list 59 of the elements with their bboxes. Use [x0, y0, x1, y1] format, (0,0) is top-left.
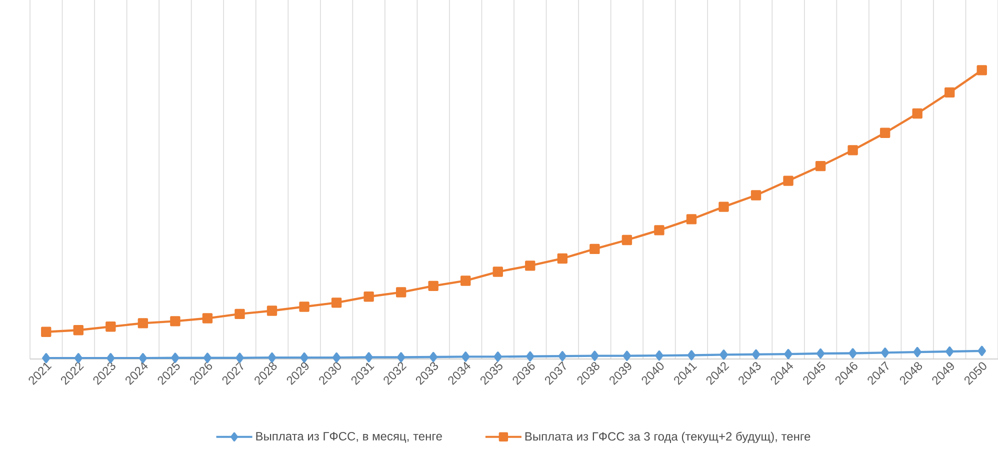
- point: [202, 313, 213, 324]
- point: [396, 287, 406, 298]
- point: [203, 352, 212, 363]
- point: [525, 260, 536, 271]
- point: [976, 65, 987, 76]
- point: [622, 234, 632, 246]
- point: [266, 306, 278, 316]
- point: [750, 190, 762, 200]
- point: [815, 160, 826, 172]
- point: [816, 348, 825, 359]
- point: [299, 302, 310, 312]
- point: [462, 352, 470, 362]
- point: [429, 352, 438, 362]
- point: [42, 353, 50, 364]
- point: [944, 87, 955, 98]
- point: [880, 348, 890, 358]
- point: [364, 292, 374, 302]
- point: [234, 308, 245, 320]
- point: [268, 352, 276, 363]
- point: [492, 266, 503, 277]
- point: [106, 322, 116, 332]
- point: [848, 145, 858, 156]
- point: [73, 325, 84, 336]
- legend-label: Выплата из ГФСС, в месяц, тенге: [256, 432, 442, 443]
- point: [784, 348, 792, 360]
- point: [236, 352, 244, 363]
- point: [913, 346, 922, 358]
- point: [848, 348, 857, 358]
- point: [364, 352, 373, 362]
- point: [912, 108, 922, 119]
- point: [622, 350, 632, 361]
- point: [138, 318, 148, 328]
- point: [752, 349, 760, 360]
- point: [783, 176, 794, 186]
- legend-label: Выплата из ГФСС за 3 года (текущ+2 будущ), тенге: [525, 432, 810, 444]
- point: [526, 351, 534, 362]
- point: [494, 352, 502, 362]
- point: [300, 352, 308, 363]
- point: [590, 350, 599, 361]
- point: [557, 253, 568, 264]
- point: [396, 352, 406, 362]
- point: [978, 346, 986, 356]
- point: [718, 202, 729, 212]
- point: [880, 128, 890, 138]
- point: [655, 350, 664, 361]
- point: [590, 244, 600, 254]
- point: [170, 316, 180, 326]
- point: [654, 225, 664, 236]
- point: [331, 298, 342, 308]
- point: [720, 350, 728, 360]
- point: [946, 346, 954, 357]
- point: [41, 326, 52, 337]
- point: [460, 276, 471, 286]
- point: [687, 350, 696, 360]
- point: [558, 351, 566, 362]
- point: [428, 280, 438, 292]
- point: [686, 214, 697, 224]
- point: [332, 352, 341, 363]
- point: [171, 352, 180, 363]
